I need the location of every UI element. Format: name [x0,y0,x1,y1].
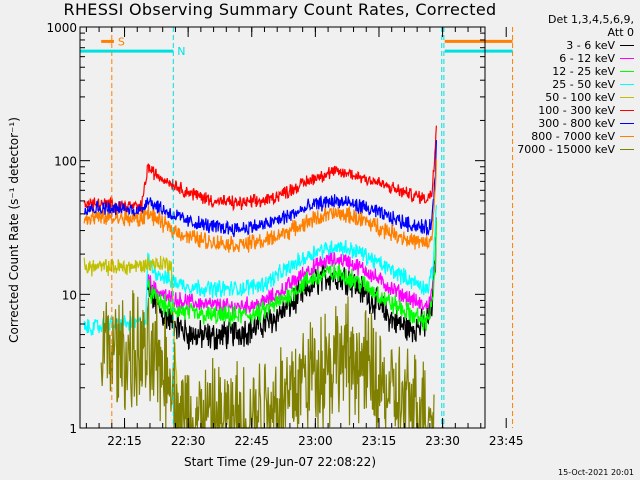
axes-layer: 1 10 100 1000 22:15 22:30 22:45 23:00 23:15 23:30… [46,21,523,448]
legend-item-3-6-kev: 3 - 6 keV [474,39,634,52]
legend: Det 1,3,4,5,6,9, Att 0 3 - 6 keV 6 - 12 k… [474,13,634,156]
series-50-100-kev [83,255,180,429]
legend-header-line-2: Att 0 [607,26,634,39]
series-layer [83,125,437,430]
legend-swatch [620,136,634,137]
legend-label: 6 - 12 keV [559,52,615,65]
legend-swatch [620,110,634,111]
x-tick-label-2330: 23:30 [425,434,460,448]
legend-rows: 3 - 6 keV 6 - 12 keV 12 - 25 keV 25 - 50 ke… [474,39,634,156]
y-tick-label-1000: 1000 [46,21,77,35]
x-tick-label-2345: 23:45 [489,434,524,448]
chart-title: RHESSI Observing Summary Count Rates, Co… [63,0,497,19]
y-tick-label-1: 1 [69,422,77,436]
x-tick-label-2245: 22:45 [234,434,269,448]
series-7000-15000-kev [100,290,435,430]
y-axis-label: Corrected Count Rate (s⁻¹ detector⁻¹) [7,117,21,343]
legend-swatch [620,45,634,46]
y-tick-label-10: 10 [62,288,77,302]
x-tick-label-2230: 22:30 [171,434,206,448]
legend-item-50-100-kev: 50 - 100 keV [474,91,634,104]
legend-item-6-12-kev: 6 - 12 keV [474,52,634,65]
legend-swatch [620,123,634,124]
legend-swatch [620,97,634,98]
legend-label: 25 - 50 keV [552,78,615,91]
x-axis-label: Start Time (29-Jun-07 22:08:22) [184,455,376,469]
legend-label: 12 - 25 keV [552,65,615,78]
series-3-6-kev [147,232,437,351]
x-tick-label-2215: 22:15 [107,434,142,448]
legend-item-300-800-kev: 300 - 800 keV [474,117,634,130]
series-100-300-kev [83,125,437,214]
legend-item-7000-15000-kev: 7000 - 15000 keV [474,143,634,156]
legend-item-25-50-kev: 25 - 50 keV [474,78,634,91]
legend-swatch [620,71,634,72]
legend-swatch [620,149,634,150]
overlay-layer: SN [80,27,514,428]
timestamp-footer: 15-Oct-2021 20:01 [558,468,634,477]
legend-label: 50 - 100 keV [545,91,615,104]
x-tick-label-2315: 23:15 [362,434,397,448]
legend-label: 800 - 7000 keV [531,130,615,143]
flag-n-label: N [177,45,185,58]
legend-label: 300 - 800 keV [538,117,615,130]
legend-label: 3 - 6 keV [566,39,615,52]
series-12-25-kev [147,218,437,332]
series-300-800-kev [83,140,437,238]
series-6-12-kev [147,217,437,317]
legend-item-800-7000-kev: 800 - 7000 keV [474,130,634,143]
legend-label: 100 - 300 keV [538,104,615,117]
legend-swatch [620,58,634,59]
legend-item-100-300-kev: 100 - 300 keV [474,104,634,117]
plot-frame [79,26,486,429]
flag-s-label: S [118,35,125,48]
legend-label: 7000 - 15000 keV [517,143,615,156]
legend-header-line-1: Det 1,3,4,5,6,9, [547,13,634,26]
legend-item-12-25-kev: 12 - 25 keV [474,65,634,78]
x-tick-label-2300: 23:00 [298,434,333,448]
legend-swatch [620,84,634,85]
y-tick-label-100: 100 [54,155,77,169]
series-800-7000-kev [83,159,437,253]
